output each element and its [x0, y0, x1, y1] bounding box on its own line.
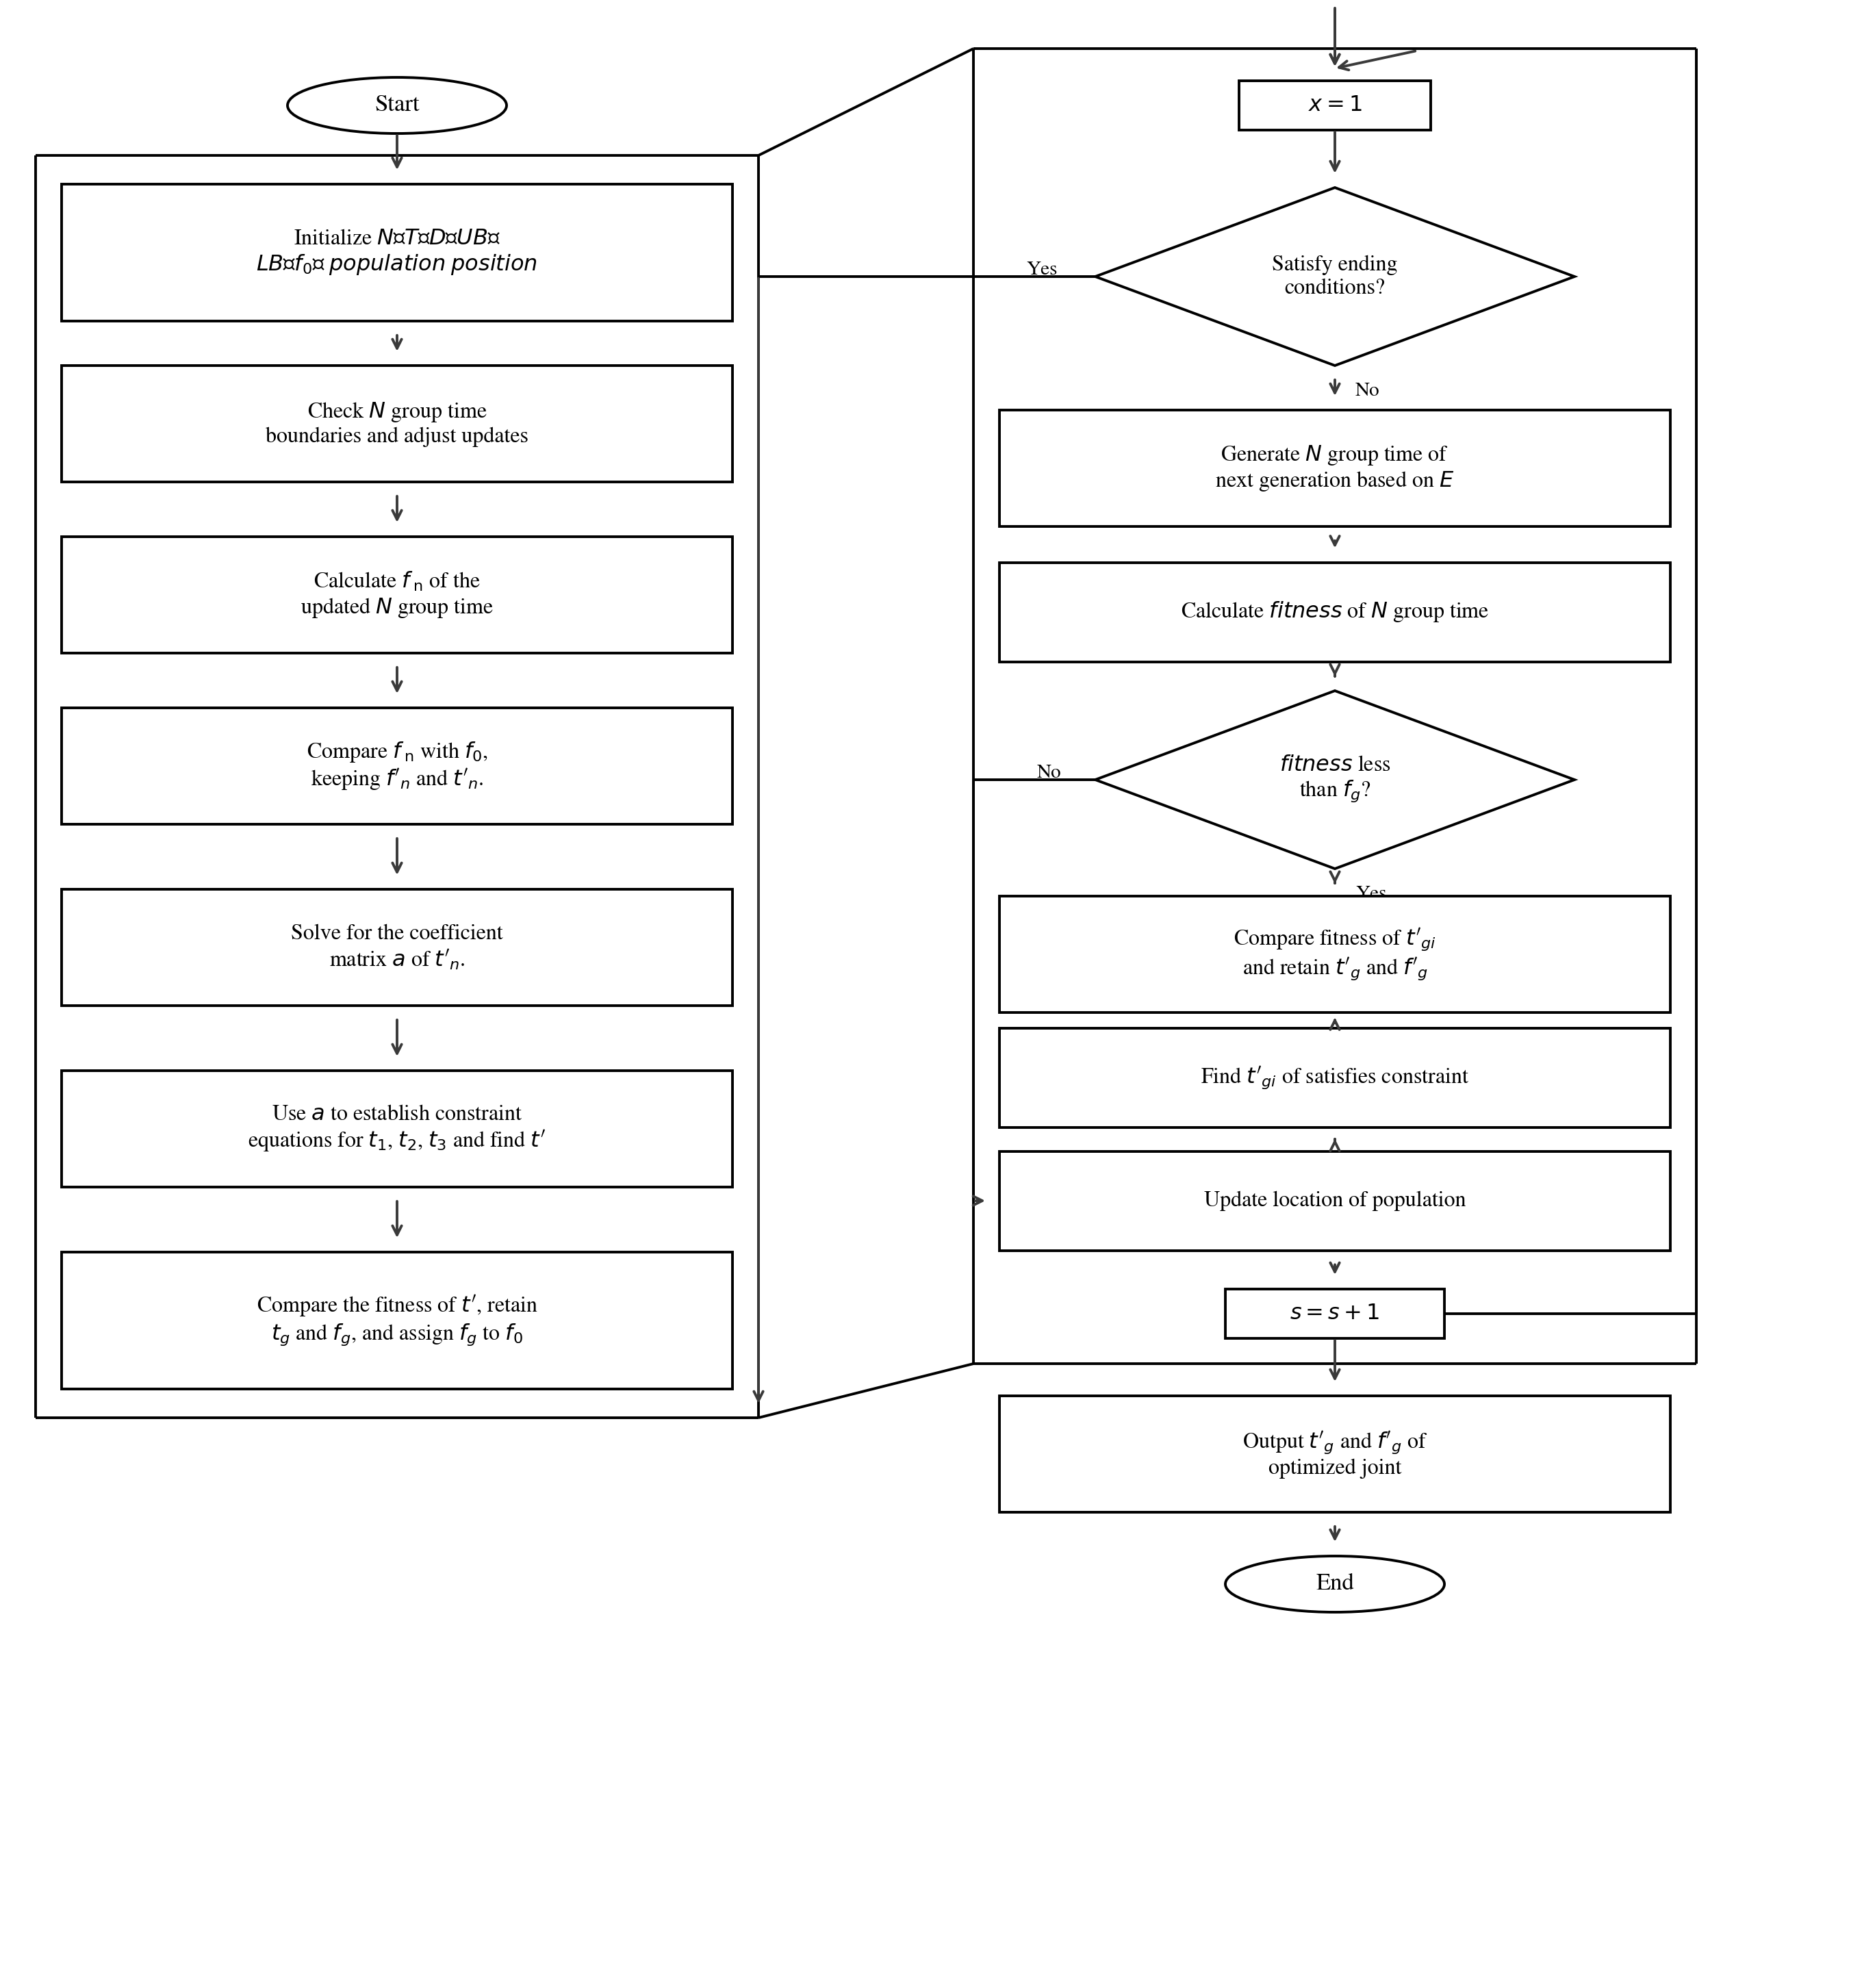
Text: Use $a$ to establish constraint
equations for $t_1$, $t_2$, $t_3$ and find $t'$: Use $a$ to establish constraint equation… — [248, 1105, 546, 1153]
Ellipse shape — [287, 78, 506, 133]
FancyBboxPatch shape — [62, 708, 733, 825]
Text: No: No — [1356, 382, 1380, 400]
Text: $s=s+1$: $s=s+1$ — [1290, 1304, 1380, 1324]
FancyBboxPatch shape — [999, 1151, 1671, 1250]
FancyBboxPatch shape — [999, 897, 1671, 1012]
Text: Output $t'_g$ and $f'_g$ of
optimized joint: Output $t'_g$ and $f'_g$ of optimized jo… — [1243, 1429, 1427, 1479]
Text: Generate $N$ group time of
next generation based on $E$: Generate $N$ group time of next generati… — [1215, 443, 1455, 493]
FancyBboxPatch shape — [999, 410, 1671, 527]
FancyBboxPatch shape — [999, 563, 1671, 662]
Text: Yes: Yes — [1356, 887, 1388, 903]
Text: $x=1$: $x=1$ — [1309, 95, 1361, 115]
Text: $fitness$ less
than $f_g$?: $fitness$ less than $f_g$? — [1279, 755, 1391, 803]
Text: Find $t'_{gi}$ of satisfies constraint: Find $t'_{gi}$ of satisfies constraint — [1200, 1066, 1470, 1091]
FancyBboxPatch shape — [999, 1396, 1671, 1513]
FancyBboxPatch shape — [62, 1072, 733, 1187]
Text: Compare fitness of $t'_{gi}$
and retain $t'_g$ and $f'_g$: Compare fitness of $t'_{gi}$ and retain … — [1234, 926, 1436, 982]
Polygon shape — [1095, 690, 1575, 869]
FancyBboxPatch shape — [62, 1252, 733, 1390]
Text: Update location of population: Update location of population — [1204, 1191, 1466, 1211]
Text: Calculate $f\,_\mathrm{n}$ of the
updated $N$ group time: Calculate $f\,_\mathrm{n}$ of the update… — [300, 571, 493, 620]
FancyBboxPatch shape — [62, 366, 733, 481]
Text: Solve for the coefficient
matrix $a$ of $t'_n$.: Solve for the coefficient matrix $a$ of … — [291, 924, 503, 972]
FancyBboxPatch shape — [62, 889, 733, 1006]
Text: Initialize $N$、$T$、$D$、$UB$、
$LB$、$f_0$、 $population$ $position$: Initialize $N$、$T$、$D$、$UB$、 $LB$、$f_0$、… — [257, 229, 538, 276]
FancyBboxPatch shape — [999, 1028, 1671, 1127]
FancyBboxPatch shape — [62, 185, 733, 322]
Text: Calculate $fitness$ of $N$ group time: Calculate $fitness$ of $N$ group time — [1181, 600, 1489, 624]
Text: Compare the fitness of $t'$, retain
$t_g$ and $f_g$, and assign $f_g$ to $f_0$: Compare the fitness of $t'$, retain $t_g… — [257, 1294, 538, 1348]
Ellipse shape — [1226, 1557, 1444, 1612]
Text: Yes: Yes — [1026, 260, 1058, 278]
Text: Start: Start — [375, 95, 420, 117]
Text: No: No — [1037, 763, 1061, 781]
FancyBboxPatch shape — [1226, 1288, 1444, 1338]
Polygon shape — [1095, 187, 1575, 366]
FancyBboxPatch shape — [1239, 82, 1431, 129]
Text: Check $N$ group time
boundaries and adjust updates: Check $N$ group time boundaries and adju… — [266, 400, 529, 447]
FancyBboxPatch shape — [62, 537, 733, 654]
Text: Compare $f\,_\mathrm{n}$ with $f_0$,
keeping $f'_n$ and $t'_n$.: Compare $f\,_\mathrm{n}$ with $f_0$, kee… — [306, 740, 488, 793]
Text: End: End — [1316, 1573, 1354, 1594]
Text: Satisfy ending
conditions?: Satisfy ending conditions? — [1271, 254, 1397, 298]
